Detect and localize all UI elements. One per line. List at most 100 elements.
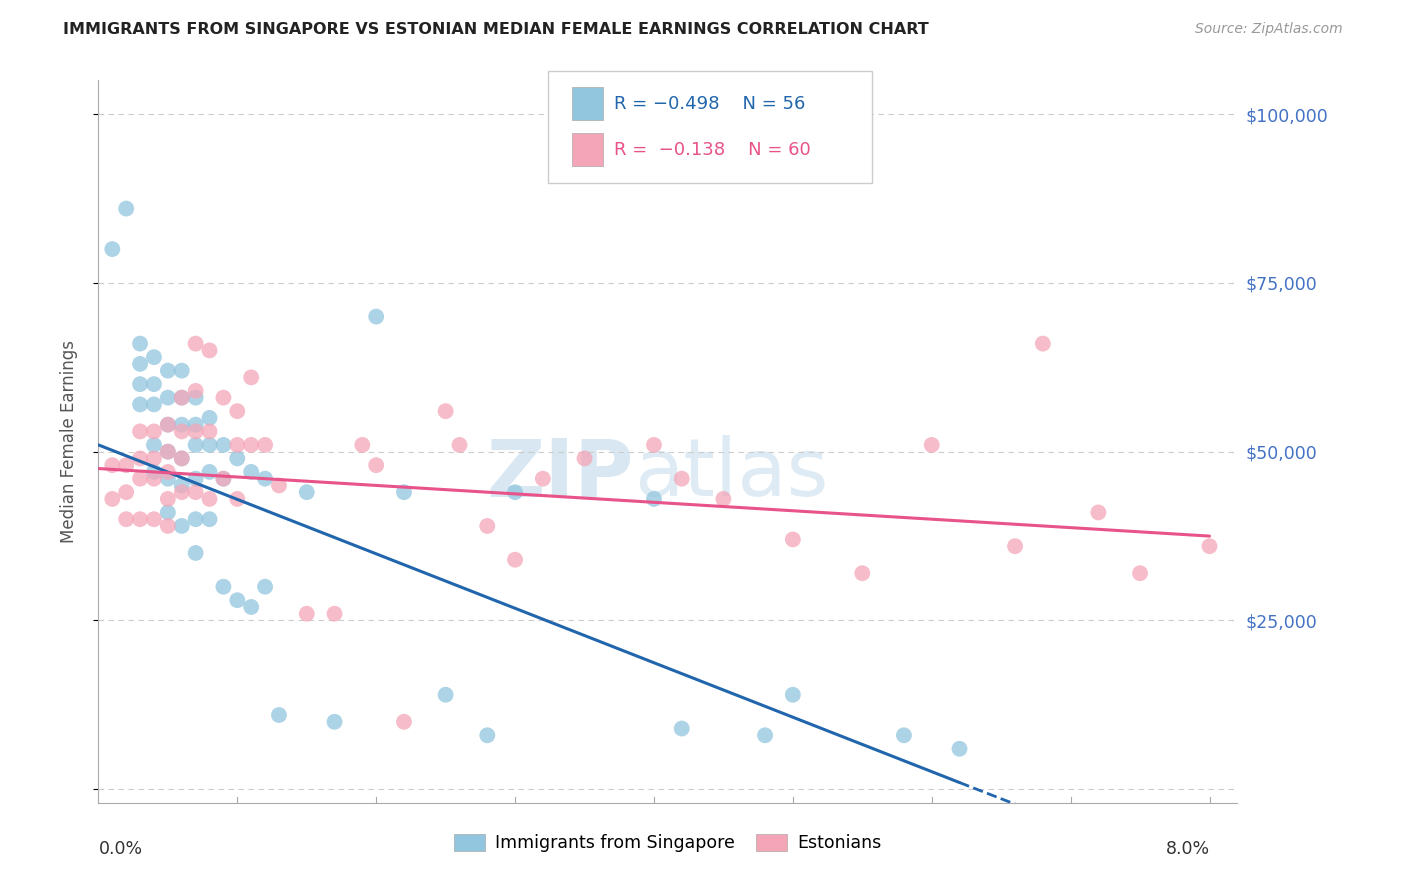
- Point: [143, 451, 166, 466]
- Point: [129, 472, 152, 486]
- Point: [170, 485, 193, 500]
- Point: [115, 202, 138, 216]
- Point: [129, 377, 152, 392]
- Point: [366, 458, 388, 472]
- Point: [184, 546, 207, 560]
- Point: [143, 377, 166, 392]
- Point: [198, 425, 221, 439]
- Point: [212, 438, 235, 452]
- Point: [156, 391, 179, 405]
- Point: [170, 451, 193, 466]
- Point: [671, 472, 693, 486]
- Point: [531, 472, 554, 486]
- Point: [156, 465, 179, 479]
- Point: [713, 491, 735, 506]
- Point: [170, 391, 193, 405]
- Point: [254, 438, 277, 452]
- Point: [184, 485, 207, 500]
- Text: 8.0%: 8.0%: [1166, 840, 1209, 858]
- Text: R = −0.498    N = 56: R = −0.498 N = 56: [614, 95, 806, 112]
- Point: [226, 438, 249, 452]
- Point: [129, 512, 152, 526]
- Point: [226, 451, 249, 466]
- Point: [156, 491, 179, 506]
- Point: [143, 512, 166, 526]
- Point: [156, 472, 179, 486]
- Point: [267, 478, 290, 492]
- Point: [948, 741, 970, 756]
- Point: [129, 451, 152, 466]
- Point: [503, 485, 526, 500]
- Y-axis label: Median Female Earnings: Median Female Earnings: [59, 340, 77, 543]
- Point: [574, 451, 596, 466]
- Point: [184, 472, 207, 486]
- Point: [184, 425, 207, 439]
- Point: [434, 404, 457, 418]
- Point: [184, 417, 207, 432]
- Point: [156, 444, 179, 458]
- Point: [184, 438, 207, 452]
- Point: [198, 491, 221, 506]
- Point: [184, 384, 207, 398]
- Point: [477, 519, 499, 533]
- Point: [156, 417, 179, 432]
- Point: [226, 491, 249, 506]
- Point: [170, 425, 193, 439]
- Point: [184, 391, 207, 405]
- Point: [240, 370, 263, 384]
- Point: [1129, 566, 1152, 581]
- Point: [170, 519, 193, 533]
- Point: [295, 607, 318, 621]
- Point: [115, 485, 138, 500]
- Point: [1087, 505, 1109, 519]
- Text: atlas: atlas: [634, 435, 828, 513]
- Text: ZIP: ZIP: [486, 435, 634, 513]
- Point: [156, 505, 179, 519]
- Point: [101, 242, 124, 256]
- Point: [156, 364, 179, 378]
- Point: [143, 425, 166, 439]
- Point: [226, 404, 249, 418]
- Point: [101, 458, 124, 472]
- Point: [170, 451, 193, 466]
- Point: [782, 533, 804, 547]
- Point: [254, 580, 277, 594]
- Point: [754, 728, 776, 742]
- Point: [1198, 539, 1220, 553]
- Point: [477, 728, 499, 742]
- Point: [115, 512, 138, 526]
- Point: [240, 438, 263, 452]
- Point: [240, 465, 263, 479]
- Text: Source: ZipAtlas.com: Source: ZipAtlas.com: [1195, 22, 1343, 37]
- Point: [366, 310, 388, 324]
- Point: [295, 485, 318, 500]
- Point: [254, 472, 277, 486]
- Point: [143, 397, 166, 411]
- Legend: Immigrants from Singapore, Estonians: Immigrants from Singapore, Estonians: [447, 827, 889, 859]
- Point: [1004, 539, 1026, 553]
- Point: [115, 458, 138, 472]
- Point: [156, 444, 179, 458]
- Point: [434, 688, 457, 702]
- Point: [198, 343, 221, 358]
- Point: [782, 688, 804, 702]
- Point: [129, 397, 152, 411]
- Point: [226, 593, 249, 607]
- Point: [184, 336, 207, 351]
- Point: [198, 438, 221, 452]
- Point: [198, 512, 221, 526]
- Text: IMMIGRANTS FROM SINGAPORE VS ESTONIAN MEDIAN FEMALE EARNINGS CORRELATION CHART: IMMIGRANTS FROM SINGAPORE VS ESTONIAN ME…: [63, 22, 929, 37]
- Point: [267, 708, 290, 723]
- Text: R =  −0.138    N = 60: R = −0.138 N = 60: [614, 141, 811, 159]
- Point: [212, 580, 235, 594]
- Point: [392, 485, 415, 500]
- Point: [129, 336, 152, 351]
- Point: [503, 552, 526, 566]
- Point: [212, 391, 235, 405]
- Point: [143, 438, 166, 452]
- Point: [170, 391, 193, 405]
- Point: [893, 728, 915, 742]
- Point: [323, 714, 346, 729]
- Point: [143, 472, 166, 486]
- Point: [671, 722, 693, 736]
